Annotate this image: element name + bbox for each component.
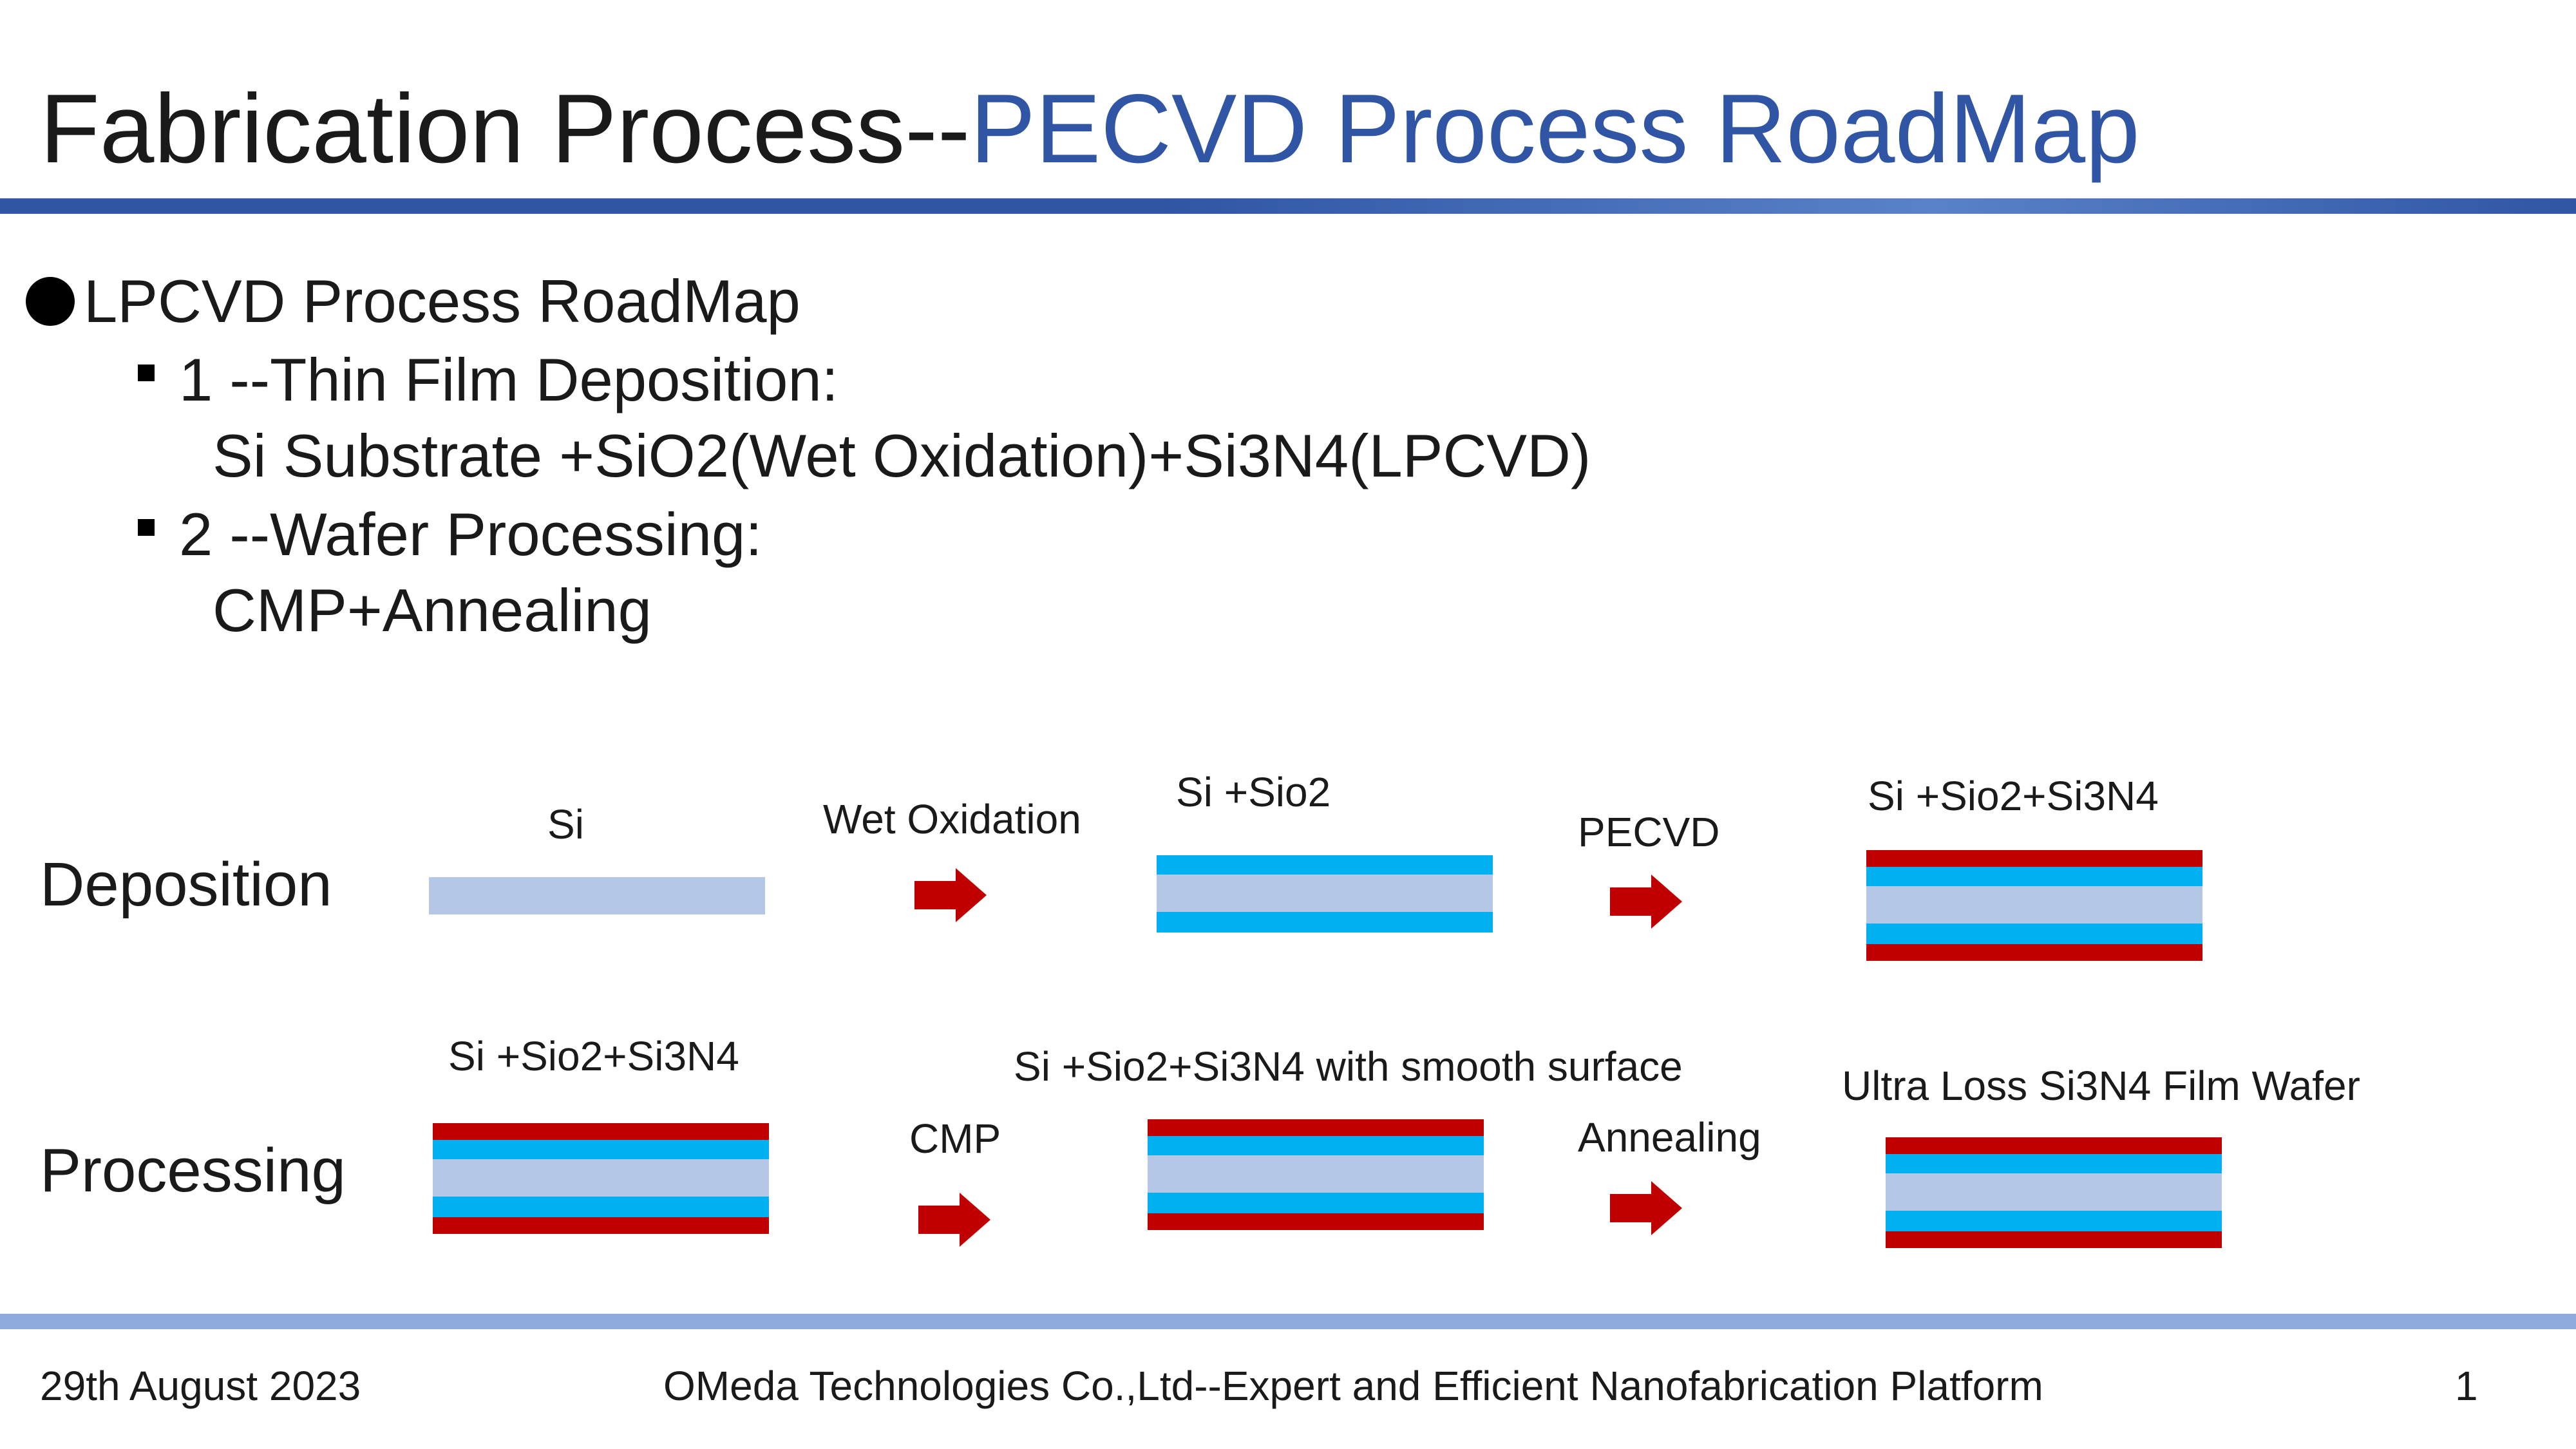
stage-label: Si +Sio2+Si3N4 xyxy=(1868,773,2159,819)
stage-label: Si +Sio2+Si3N4 with smooth surface xyxy=(1014,1043,1683,1090)
title-main: Fabrication Process-- xyxy=(40,74,971,184)
layer-sio2 xyxy=(433,1197,769,1217)
page-title: Fabrication Process--PECVD Process RoadM… xyxy=(40,71,2140,187)
wafer-ultra-loss xyxy=(1886,1137,2222,1248)
stage-label: Si +Sio2+Si3N4 xyxy=(448,1033,739,1079)
layer-sio2 xyxy=(1866,923,2202,944)
layer-sio2 xyxy=(1866,867,2202,886)
layer-si3n4 xyxy=(1148,1213,1484,1230)
right-arrow-icon xyxy=(1610,875,1682,929)
layer-si xyxy=(1157,875,1493,912)
page-number: 1 xyxy=(2455,1363,2478,1409)
footer-divider xyxy=(0,1314,2576,1329)
main-bullet: LPCVD Process RoadMap xyxy=(26,263,800,340)
layer-si xyxy=(1148,1155,1484,1193)
row-label-processing: Processing xyxy=(40,1136,346,1205)
layer-si3n4 xyxy=(1148,1119,1484,1136)
wafer-si xyxy=(429,877,765,914)
sub-bullet-2: 2 --Wafer Processing: xyxy=(138,496,762,573)
layer-si xyxy=(433,1159,769,1197)
main-bullet-text: LPCVD Process RoadMap xyxy=(84,267,800,335)
right-arrow-icon xyxy=(918,1193,990,1247)
right-arrow-icon xyxy=(1610,1181,1682,1235)
stage-label: Si xyxy=(547,801,584,848)
sub-bullet-2-heading: 2 --Wafer Processing: xyxy=(179,500,762,568)
sub-bullet-1-detail: Si Substrate +SiO2(Wet Oxidation)+Si3N4(… xyxy=(213,422,1591,489)
stage-label: Si +Sio2 xyxy=(1176,769,1331,815)
step-label: Wet Oxidation xyxy=(823,796,1081,842)
layer-sio2 xyxy=(1886,1211,2222,1231)
step-label: PECVD xyxy=(1578,809,1720,855)
layer-si xyxy=(1866,886,2202,923)
right-arrow-icon xyxy=(914,868,987,922)
wafer-si-sio2-si3n4 xyxy=(1866,850,2202,961)
layer-si xyxy=(1886,1173,2222,1211)
step-label: Annealing xyxy=(1578,1114,1761,1160)
square-bullet-icon xyxy=(138,519,155,536)
layer-sio2 xyxy=(1148,1193,1484,1213)
sub-bullet-1: 1 --Thin Film Deposition: xyxy=(138,341,838,419)
footer-date: 29th August 2023 xyxy=(40,1363,361,1409)
layer-si3n4 xyxy=(1886,1137,2222,1154)
layer-sio2 xyxy=(1157,855,1493,875)
wafer-si-sio2 xyxy=(1157,855,1493,933)
layer-sio2 xyxy=(433,1140,769,1159)
layer-si3n4 xyxy=(433,1123,769,1140)
layer-sio2 xyxy=(1886,1154,2222,1173)
layer-sio2 xyxy=(1157,912,1493,933)
bullet-dot-icon xyxy=(26,277,75,326)
layer-si3n4 xyxy=(1886,1231,2222,1248)
stage-label: Ultra Loss Si3N4 Film Wafer xyxy=(1842,1063,2360,1109)
wafer-si-sio2-si3n4 xyxy=(433,1123,769,1234)
sub-bullet-1-heading: 1 --Thin Film Deposition: xyxy=(179,346,838,413)
title-divider xyxy=(0,198,2576,214)
step-label: CMP xyxy=(909,1115,1001,1162)
row-label-deposition: Deposition xyxy=(40,850,332,919)
layer-si3n4 xyxy=(1866,944,2202,961)
title-accent: PECVD Process RoadMap xyxy=(970,74,2140,184)
footer-company: OMeda Technologies Co.,Ltd--Expert and E… xyxy=(663,1363,2043,1409)
layer-si3n4 xyxy=(1866,850,2202,867)
layer-sio2 xyxy=(1148,1136,1484,1155)
layer-si xyxy=(429,877,765,914)
wafer-smooth-surface xyxy=(1148,1119,1484,1230)
layer-si3n4 xyxy=(433,1217,769,1234)
square-bullet-icon xyxy=(138,365,155,381)
sub-bullet-2-detail: CMP+Annealing xyxy=(213,576,652,644)
